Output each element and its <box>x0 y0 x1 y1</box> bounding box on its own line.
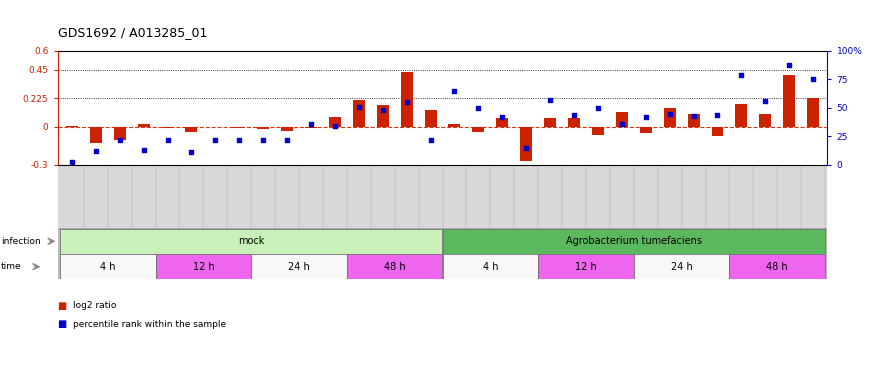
Bar <box>234 127 245 128</box>
Bar <box>729 254 825 279</box>
Bar <box>538 254 634 279</box>
Bar <box>783 75 796 127</box>
Bar <box>60 254 156 279</box>
Text: GDS1692 / A013285_01: GDS1692 / A013285_01 <box>58 26 207 39</box>
Text: ■: ■ <box>58 301 66 310</box>
Bar <box>60 228 442 254</box>
Bar <box>735 104 747 127</box>
Point <box>711 112 725 118</box>
Bar <box>449 124 460 127</box>
Bar <box>162 127 173 128</box>
Bar <box>568 118 580 127</box>
Text: 12 h: 12 h <box>575 262 596 272</box>
Bar <box>329 117 341 127</box>
Point <box>615 121 629 127</box>
Point <box>184 149 198 155</box>
Point <box>160 137 174 143</box>
Bar <box>377 105 389 127</box>
Bar <box>186 127 197 132</box>
Bar <box>425 110 436 127</box>
Point <box>256 137 270 143</box>
Bar <box>616 112 627 127</box>
Text: 4 h: 4 h <box>100 262 115 272</box>
Bar <box>305 127 317 128</box>
Bar <box>89 127 102 143</box>
Bar <box>712 127 723 136</box>
Bar <box>634 254 729 279</box>
Text: Agrobacterium tumefaciens: Agrobacterium tumefaciens <box>566 236 702 246</box>
Point <box>591 105 605 111</box>
Point <box>543 97 558 103</box>
Point <box>687 113 701 119</box>
Bar <box>592 127 604 135</box>
Point <box>423 137 437 143</box>
Bar <box>544 118 556 127</box>
Point <box>782 63 796 69</box>
Point <box>327 123 342 129</box>
Point <box>806 76 820 82</box>
Text: 48 h: 48 h <box>766 262 788 272</box>
Point <box>399 99 413 105</box>
Point <box>567 112 581 118</box>
Point <box>88 148 103 154</box>
Point <box>448 88 462 94</box>
Point <box>232 137 246 143</box>
Text: 4 h: 4 h <box>482 262 498 272</box>
Bar <box>640 127 651 133</box>
Text: 48 h: 48 h <box>384 262 405 272</box>
Bar <box>65 126 78 127</box>
Text: time: time <box>1 262 21 271</box>
Point <box>735 72 749 78</box>
Bar <box>251 254 347 279</box>
Point <box>375 107 389 113</box>
Bar <box>473 127 484 132</box>
Bar <box>281 127 293 131</box>
Point <box>663 111 677 117</box>
Point <box>65 159 79 165</box>
Bar <box>401 72 412 127</box>
Point <box>280 137 294 143</box>
Text: log2 ratio: log2 ratio <box>73 301 116 310</box>
Bar <box>442 228 825 254</box>
Text: ■: ■ <box>58 320 66 329</box>
Bar <box>759 114 772 127</box>
Text: infection: infection <box>1 237 41 246</box>
Bar <box>138 124 150 127</box>
Point <box>472 105 486 111</box>
Bar <box>347 254 442 279</box>
Text: 24 h: 24 h <box>671 262 692 272</box>
Point <box>758 98 773 104</box>
Point <box>208 137 222 143</box>
Bar <box>807 98 820 127</box>
Bar <box>156 254 251 279</box>
Text: percentile rank within the sample: percentile rank within the sample <box>73 320 226 329</box>
Point <box>519 145 534 151</box>
Point <box>639 114 653 120</box>
Bar <box>664 108 675 127</box>
Bar <box>520 127 532 161</box>
Text: 24 h: 24 h <box>289 262 310 272</box>
Point <box>304 121 318 127</box>
Point <box>496 114 510 120</box>
Point <box>351 104 366 110</box>
Point <box>136 147 150 153</box>
Text: 12 h: 12 h <box>193 262 214 272</box>
Bar <box>496 118 508 127</box>
Bar <box>353 100 365 127</box>
Bar <box>442 254 538 279</box>
Point <box>112 137 127 143</box>
Bar <box>113 127 126 140</box>
Bar <box>688 114 699 127</box>
Text: mock: mock <box>238 236 265 246</box>
Bar <box>258 127 269 129</box>
